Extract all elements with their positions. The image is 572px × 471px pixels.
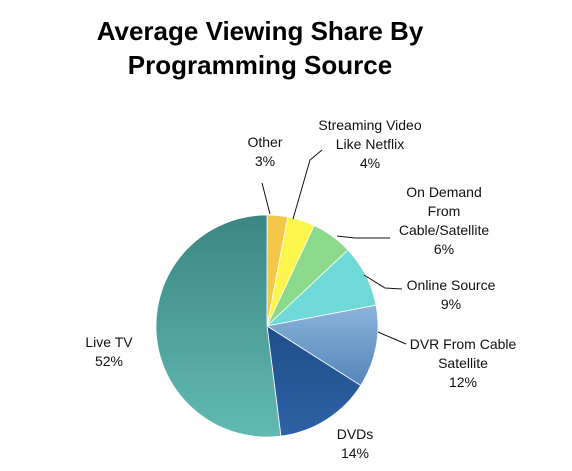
leader-line-streaming-video-like-netflix [292,149,323,220]
leader-line-on-demand-from-cable-satellite [336,235,390,239]
pie-slice-live-tv [155,214,282,438]
slice-label-streaming-video-like-netflix: Streaming Video Like Netflix 4% [318,117,421,171]
pie-slice-dvds [266,325,362,437]
slice-label-live-tv: Live TV 52% [85,334,133,369]
leader-line-other [261,182,271,215]
slice-label-online-source: Online Source 9% [407,277,496,312]
slice-label-on-demand-from-cable-satellite: On Demand From Cable/Satellite 6% [399,184,489,257]
chart-title: Average Viewing Share By Programming Sou… [96,16,424,80]
slice-label-other: Other 3% [247,134,282,169]
leader-line-online-source [363,274,403,290]
slice-label-dvds: DVDs 14% [337,426,374,461]
leader-line-dvr-from-cable-satellite [377,331,407,345]
pie-slice-dvr-from-cable-satellite [265,304,379,387]
slice-label-dvr-from-cable-satellite: DVR From Cable Satellite 12% [410,336,517,390]
